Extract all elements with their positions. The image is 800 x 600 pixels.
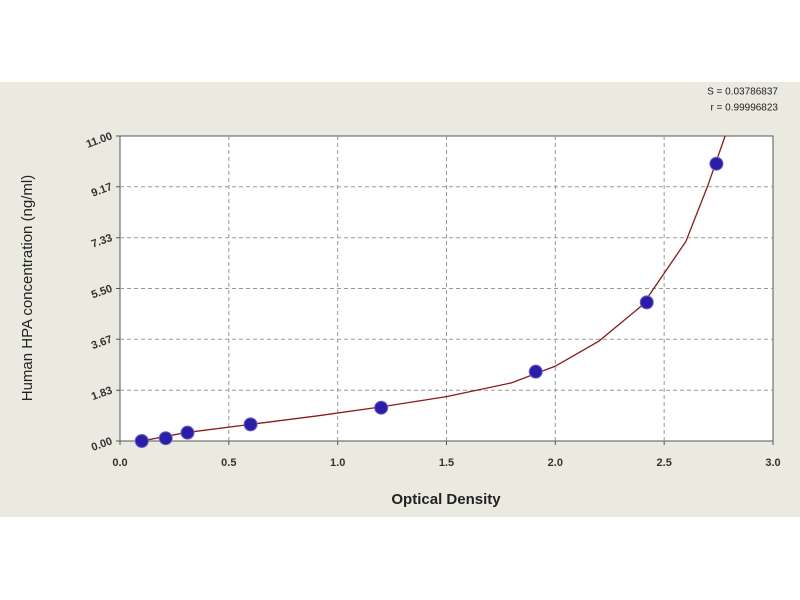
data-point (528, 364, 543, 379)
data-point (134, 434, 149, 448)
x-tick-label: 2.0 (548, 457, 563, 469)
x-tick-label: 0.5 (221, 457, 236, 469)
x-tick-label: 1.5 (439, 457, 454, 469)
y-axis-label: Human HPA concentration (ng/ml) (19, 175, 36, 402)
annotation: r = 0.99996823 (710, 103, 778, 114)
data-point (158, 431, 173, 446)
x-tick-label: 1.0 (330, 457, 345, 469)
x-tick-label: 2.5 (657, 457, 672, 469)
x-tick-label: 3.0 (765, 457, 780, 469)
data-point (374, 400, 389, 415)
x-axis-label: Optical Density (391, 491, 501, 508)
data-point (709, 156, 724, 171)
data-point (639, 295, 654, 310)
annotation: S = 0.03786837 (707, 87, 778, 98)
data-point (243, 417, 258, 432)
x-tick-label: 0.0 (112, 457, 127, 469)
data-point (180, 425, 195, 440)
